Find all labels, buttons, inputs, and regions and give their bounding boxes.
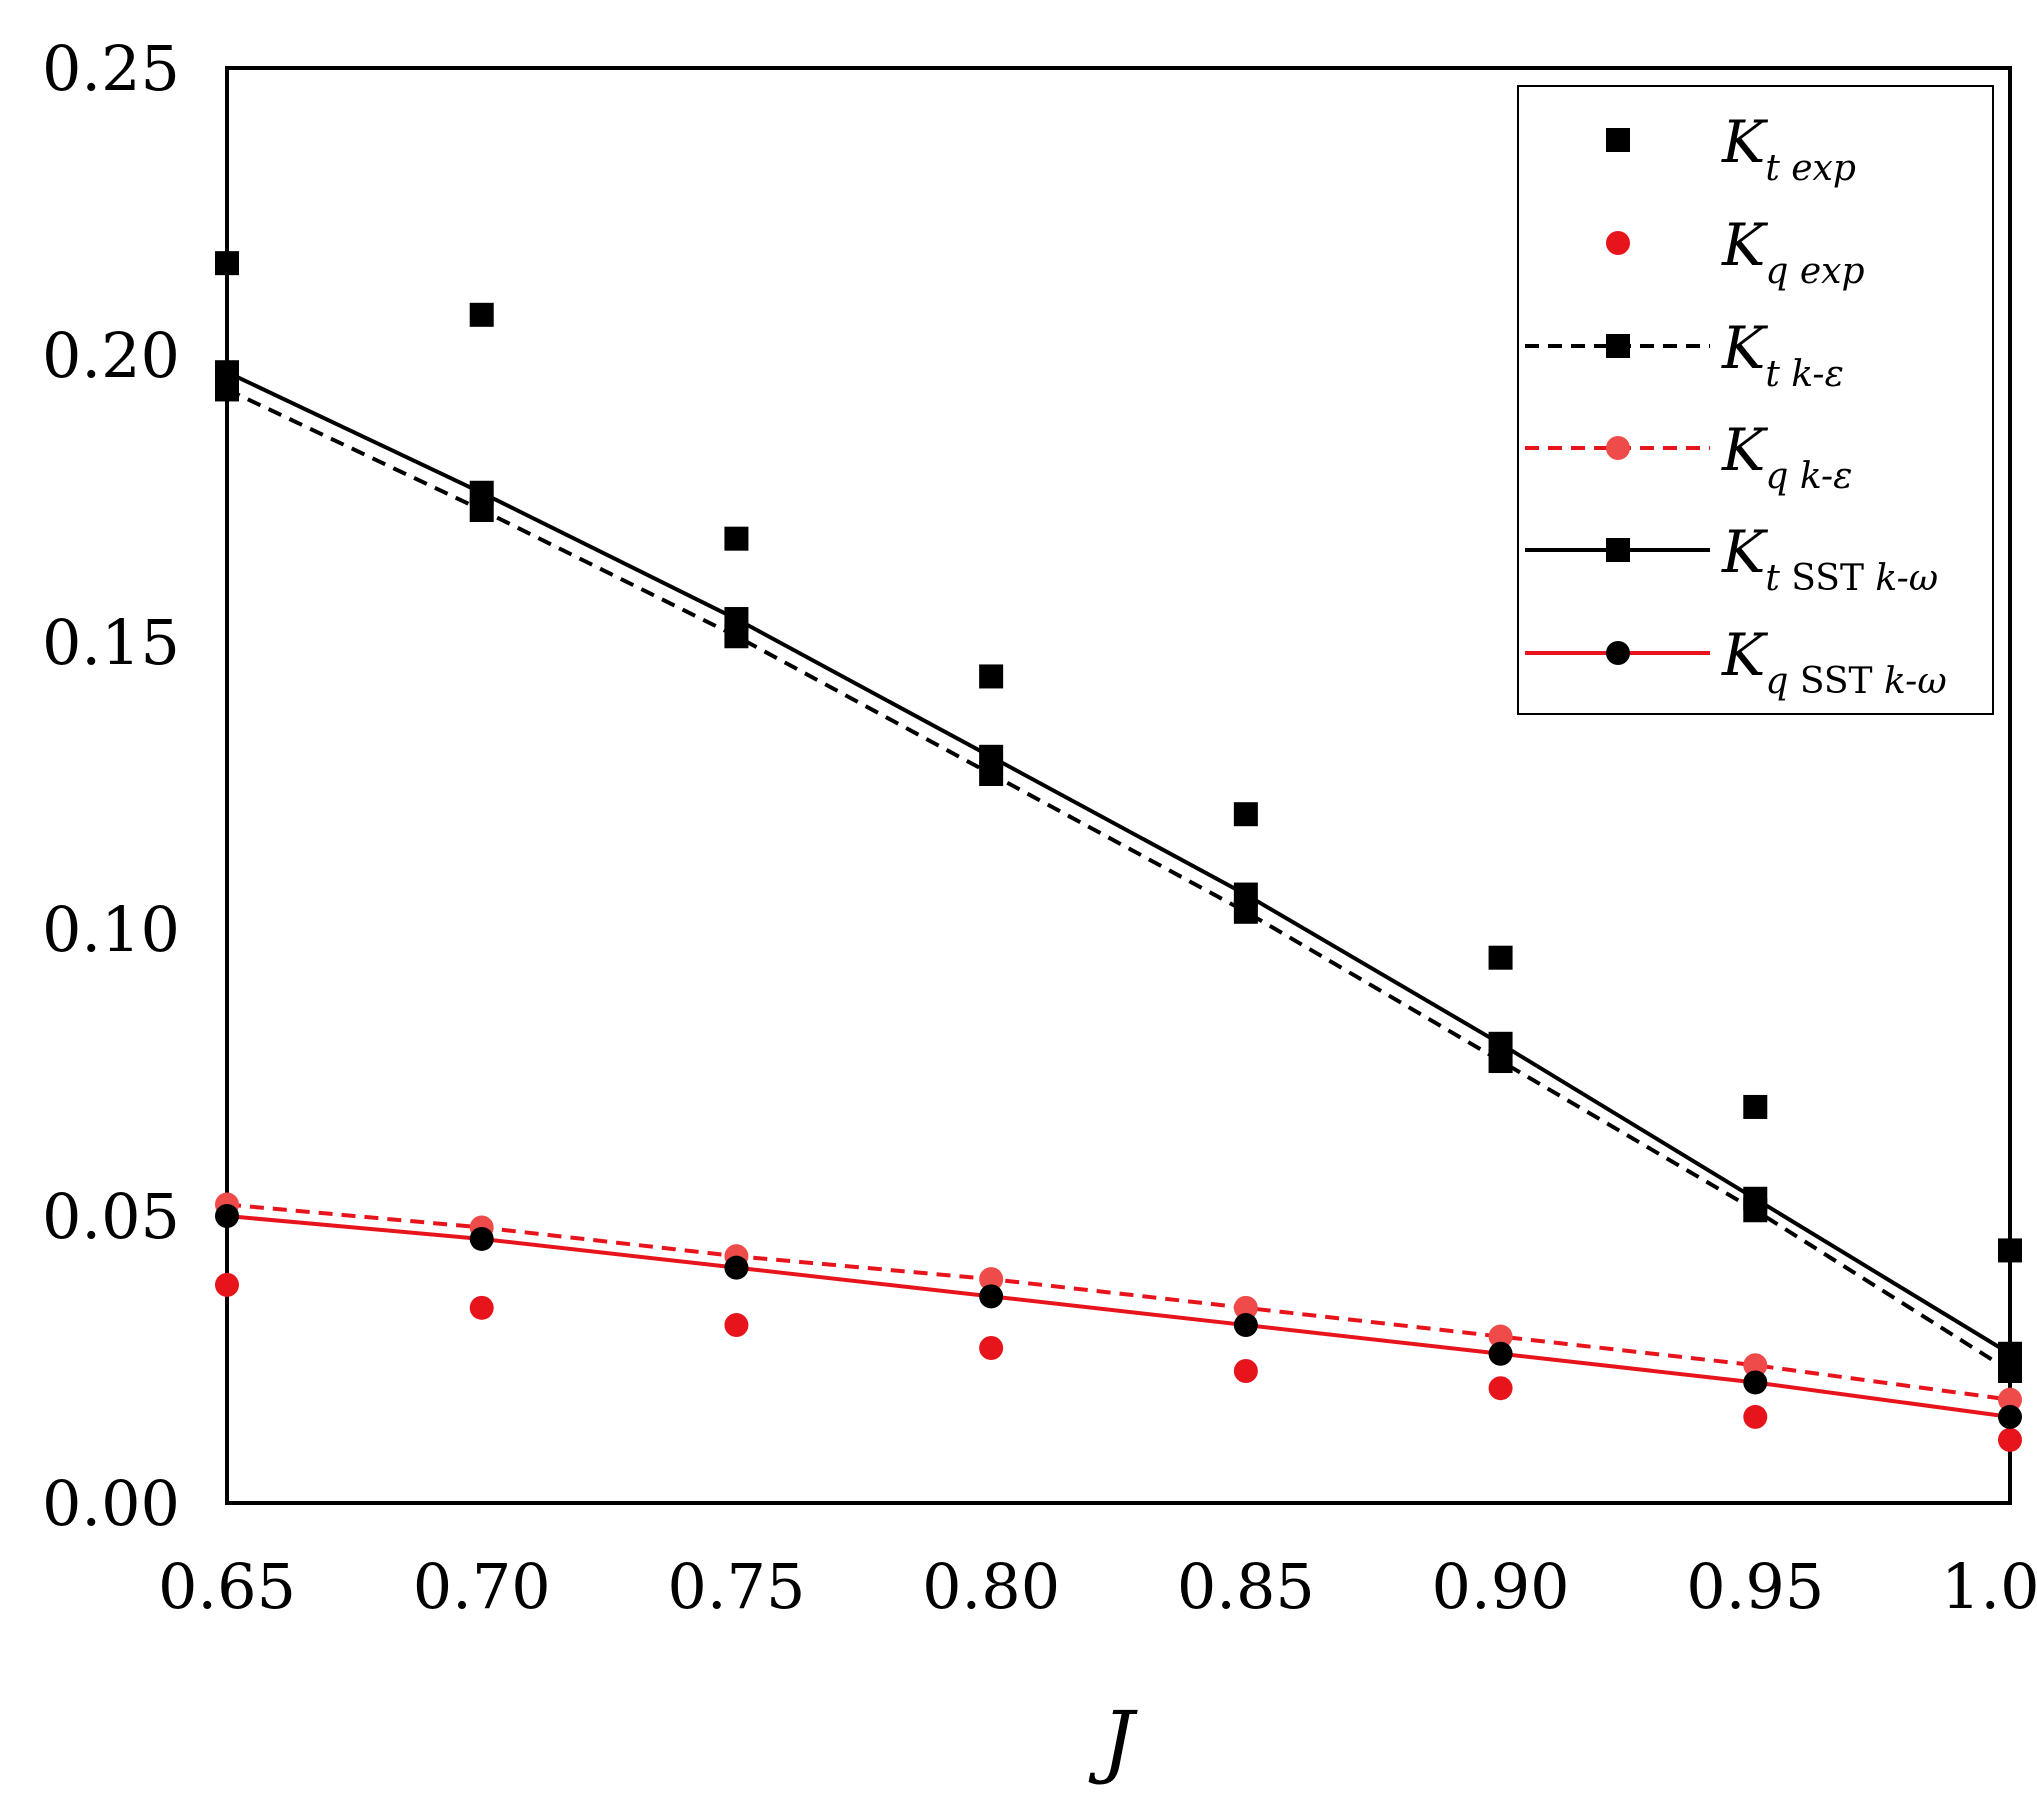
x-tick-label: 0.65 (158, 1550, 296, 1623)
data-point-square (979, 744, 1004, 769)
data-point-circle (1233, 1313, 1258, 1338)
data-point-circle (979, 1336, 1004, 1361)
data-point-circle (1743, 1353, 1768, 1378)
legend-label: Kq SST k-ω (1721, 621, 1947, 702)
x-tick-label: 0.90 (1432, 1550, 1570, 1623)
data-point-square (1606, 334, 1630, 358)
x-tick-label: 0.75 (667, 1550, 805, 1623)
data-point-square (1998, 1238, 2022, 1263)
series-line (226, 1202, 2011, 1402)
legend-label: Kq k-ε (1721, 416, 1853, 497)
data-point-square (1488, 1031, 1513, 1056)
series-markers (215, 1204, 2022, 1429)
x-axis-title: J (1088, 1694, 1138, 1787)
legend-label: Kt SST k-ω (1721, 518, 1938, 599)
legend-box (1517, 85, 1994, 715)
x-tick-label: 1.00 (1941, 1550, 2037, 1623)
data-point-square (1233, 802, 1258, 827)
series-line-kq-sst-k- (226, 1214, 2011, 1419)
data-point-circle (724, 1255, 749, 1280)
data-point-square (1743, 1186, 1768, 1211)
x-tick-label: 0.80 (922, 1550, 1060, 1623)
legend: Kt exp Kq exp Kt k-ε Kq k-ε Kt SST k-ω Kq SST… (1517, 85, 1994, 715)
x-tick-label: 0.95 (1686, 1550, 1824, 1623)
data-point-square (979, 664, 1004, 689)
data-point-square (215, 251, 239, 276)
data-point-square (469, 302, 494, 327)
data-point-circle (215, 1272, 239, 1297)
series-line (226, 387, 2012, 1373)
data-point-square (469, 480, 494, 505)
legend-label: Kt exp (1721, 108, 1856, 189)
series-line-kt-k- (226, 387, 2012, 1373)
data-point-square (1998, 1341, 2022, 1366)
y-tick-label: 0.20 (42, 319, 180, 392)
data-point-square (215, 360, 239, 385)
data-point-square (1606, 128, 1630, 152)
series-line-kt-sst-k- (226, 370, 2012, 1356)
legend-entry: Kq SST k-ω (1525, 621, 1947, 702)
axis-ticks: 0.65 0.70 0.75 0.80 0.85 0.90 0.95 1.00 0.00 0.05… (42, 32, 2037, 1623)
data-point-circle (1488, 1341, 1513, 1366)
y-tick-label: 0.25 (42, 32, 180, 105)
data-point-square (724, 526, 749, 551)
plot-area-frame (225, 66, 2012, 1505)
legend-entry: Kq exp (1606, 211, 1864, 292)
data-point-square (1743, 1094, 1768, 1119)
series-markers (215, 1272, 2022, 1452)
data-point-square (1233, 882, 1258, 907)
data-point-circle (215, 1204, 239, 1228)
data-point-circle (1606, 436, 1630, 460)
y-tick-label: 0.10 (42, 893, 180, 966)
data-point-circle (724, 1313, 749, 1338)
legend-entry: Kt SST k-ω (1525, 518, 1938, 599)
data-point-circle (1233, 1358, 1258, 1383)
legend-entry: Kq k-ε (1525, 416, 1853, 497)
data-point-circle (1606, 231, 1630, 255)
x-tick-label: 0.70 (413, 1550, 551, 1623)
data-point-square (724, 607, 749, 632)
legend-entry: Kt k-ε (1525, 314, 1844, 395)
series-markers (215, 360, 2022, 1366)
data-point-circle (1998, 1427, 2022, 1452)
legend-label: Kq exp (1721, 211, 1864, 292)
data-point-circle (1998, 1404, 2022, 1429)
data-point-square (1488, 945, 1513, 970)
data-point-circle (1743, 1404, 1768, 1429)
series-line (226, 1214, 2011, 1419)
data-point-circle (979, 1284, 1004, 1309)
data-point-circle (1743, 1370, 1768, 1395)
x-tick-label: 0.85 (1177, 1550, 1315, 1623)
series-line (226, 370, 2012, 1356)
y-tick-label: 0.15 (42, 606, 180, 679)
data-point-circle (469, 1226, 494, 1251)
data-point-circle (469, 1295, 494, 1320)
data-point-circle (1998, 1387, 2022, 1412)
data-point-square (1606, 538, 1630, 562)
data-point-circle (1488, 1376, 1513, 1401)
y-tick-label: 0.05 (42, 1180, 180, 1253)
data-point-circle (1606, 641, 1630, 665)
data-point-circle (1233, 1295, 1258, 1320)
data-point-circle (1488, 1324, 1513, 1349)
series-layer (215, 251, 2022, 1452)
legend-label: Kt k-ε (1721, 314, 1844, 395)
series-markers (215, 251, 2022, 1263)
data-point-circle (979, 1267, 1004, 1292)
series-line-kq-k- (226, 1202, 2011, 1402)
y-tick-label: 0.00 (42, 1467, 180, 1540)
legend-entry: Kt exp (1606, 108, 1856, 189)
